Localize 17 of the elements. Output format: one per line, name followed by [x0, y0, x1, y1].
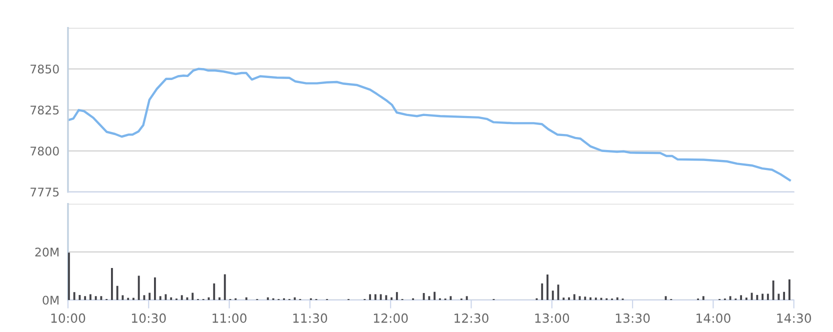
x-tick-label: 12:30 — [454, 313, 488, 323]
y-tick-label: 7775 — [30, 188, 59, 197]
x-tick-label: 10:30 — [132, 313, 166, 323]
y-tick-label: 0M — [42, 296, 58, 305]
y-tick-label: 7825 — [30, 106, 59, 115]
y-tick-label: 7850 — [30, 64, 59, 74]
line-series — [68, 68, 791, 182]
y-tick-label: 7800 — [30, 146, 59, 156]
x-tick-label: 11:00 — [212, 313, 246, 323]
x-tick-label: 13:30 — [616, 313, 650, 323]
x-tick-label: 14:30 — [777, 313, 812, 323]
x-tick-label: 10:00 — [51, 313, 86, 323]
x-tick-label: 11:30 — [293, 313, 328, 323]
x-tick-label: 14:00 — [696, 313, 730, 323]
y-tick-label: 20M — [35, 248, 58, 257]
x-tick-label: 12:00 — [374, 313, 408, 323]
x-tick-label: 13:00 — [535, 313, 570, 323]
